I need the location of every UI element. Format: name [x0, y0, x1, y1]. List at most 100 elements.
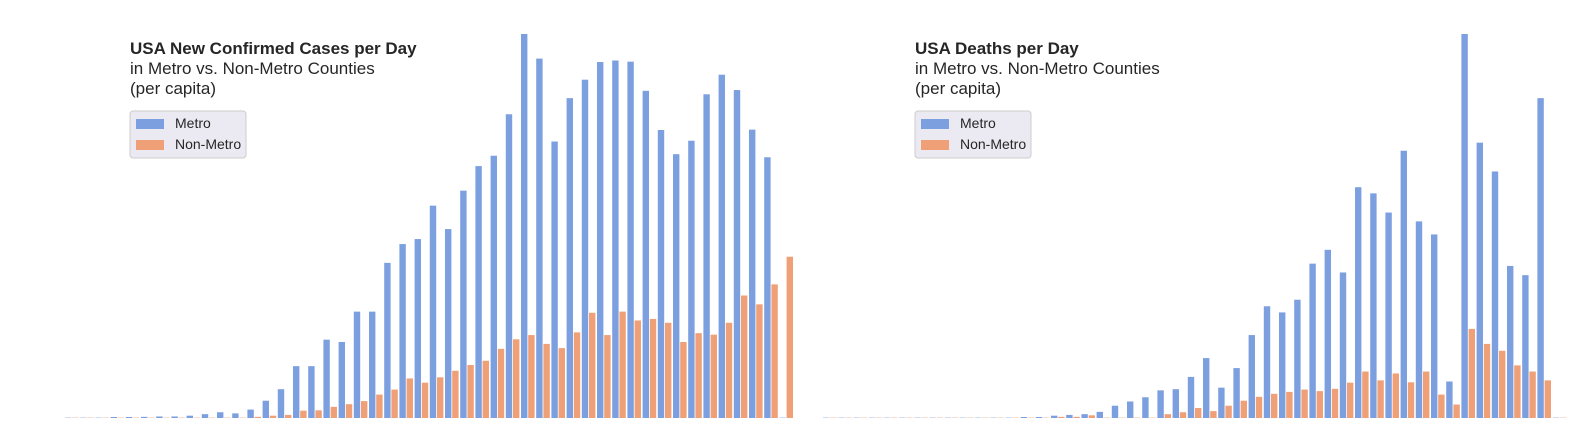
deaths-bar-metro-13 [1020, 417, 1027, 418]
deaths-bar-nonmetro-15 [1058, 416, 1065, 418]
cases-bar-nonmetro-16 [315, 410, 322, 418]
deaths-bar-metro-48 [1552, 417, 1559, 418]
cases-bar-nonmetro-14 [285, 414, 292, 418]
deaths-bar-nonmetro-8 [951, 417, 959, 418]
cases-bar-nonmetro-40 [680, 341, 687, 418]
deaths-bar-nonmetro-29 [1271, 393, 1278, 418]
deaths-bar-nonmetro-10 [982, 417, 989, 418]
cases-bar-nonmetro-41 [695, 333, 702, 418]
deaths-bar-nonmetro-33 [1331, 388, 1339, 418]
deaths-bar-metro-15 [1051, 415, 1058, 418]
deaths-bar-metro-30 [1279, 312, 1286, 418]
cases-bar-metro-3 [110, 417, 117, 418]
deaths-chart-panel: USA Deaths per Day in Metro vs. Non-Metr… [823, 34, 1567, 419]
cases-bar-metro-12 [247, 409, 254, 418]
cases-bar-metro-22 [399, 244, 406, 418]
cases-bar-nonmetro-15 [300, 410, 307, 418]
cases-bar-metro-21 [384, 262, 391, 418]
deaths-bar-nonmetro-18 [1103, 417, 1111, 418]
cases-bar-nonmetro-28 [497, 348, 505, 418]
deaths-bar-nonmetro-37 [1392, 373, 1399, 418]
deaths-bar-nonmetro-31 [1301, 389, 1308, 418]
cases-bar-metro-4 [125, 417, 133, 418]
cases-bar-metro-18 [338, 341, 345, 418]
deaths-legend-swatch-metro [921, 119, 949, 129]
deaths-bar-metro-43 [1476, 142, 1483, 419]
cases-bar-nonmetro-33 [573, 332, 581, 418]
cases-bar-metro-41 [688, 140, 695, 418]
cases-bar-nonmetro-2 [102, 417, 109, 418]
deaths-bars [823, 34, 1567, 419]
cases-legend: Metro Non-Metro [129, 110, 247, 159]
cases-bar-nonmetro-1 [87, 417, 94, 418]
deaths-bar-metro-10 [975, 417, 982, 418]
deaths-bar-metro-44 [1491, 171, 1499, 418]
cases-bar-metro-37 [627, 61, 634, 419]
cases-bar-metro-36 [612, 60, 619, 418]
deaths-bar-nonmetro-47 [1544, 380, 1551, 418]
deaths-bar-nonmetro-16 [1073, 416, 1080, 418]
deaths-bar-metro-29 [1263, 306, 1271, 418]
deaths-legend-label-nonmetro: Non-Metro [960, 136, 1026, 152]
cases-chart-panel: USA New Confirmed Cases per Day in Metro… [65, 34, 793, 419]
deaths-bar-nonmetro-30 [1286, 391, 1293, 418]
cases-bar-metro-27 [475, 166, 482, 418]
deaths-bar-nonmetro-40 [1438, 394, 1445, 418]
cases-bar-metro-45 [749, 129, 756, 418]
cases-bar-metro-29 [505, 114, 513, 418]
deaths-bar-metro-12 [1005, 417, 1012, 418]
cases-bar-metro-9 [201, 414, 209, 418]
cases-bar-metro-6 [156, 416, 163, 418]
cases-bar-nonmetro-25 [452, 370, 459, 418]
cases-bar-metro-20 [369, 311, 376, 418]
deaths-bar-metro-45 [1507, 265, 1514, 418]
cases-bar-metro-28 [490, 155, 497, 419]
cases-bar-metro-16 [308, 366, 315, 418]
deaths-bar-metro-23 [1172, 389, 1179, 418]
deaths-bar-metro-7 [929, 417, 936, 418]
cases-bar-metro-7 [171, 416, 178, 418]
cases-legend-label-metro: Metro [175, 115, 211, 131]
deaths-bar-nonmetro-35 [1362, 371, 1369, 418]
deaths-bar-nonmetro-20 [1134, 417, 1141, 418]
cases-bar-metro-19 [353, 311, 361, 418]
deaths-bar-metro-16 [1066, 414, 1073, 418]
cases-bar-metro-40 [673, 154, 680, 418]
cases-bar-nonmetro-23 [421, 382, 429, 418]
deaths-bar-nonmetro-27 [1240, 400, 1247, 418]
cases-bar-nonmetro-3 [117, 417, 125, 418]
deaths-bar-metro-37 [1385, 212, 1392, 418]
deaths-bar-metro-0 [823, 417, 830, 418]
deaths-bar-metro-2 [853, 417, 860, 418]
deaths-bar-nonmetro-19 [1119, 417, 1126, 418]
deaths-bar-nonmetro-12 [1012, 417, 1019, 418]
deaths-bar-metro-20 [1127, 401, 1134, 418]
deaths-bar-metro-35 [1355, 187, 1362, 418]
deaths-bar-metro-42 [1461, 34, 1468, 418]
deaths-bar-metro-14 [1035, 417, 1043, 418]
deaths-bar-nonmetro-36 [1377, 380, 1384, 418]
deaths-bar-nonmetro-23 [1179, 412, 1187, 418]
deaths-bar-nonmetro-0 [830, 417, 837, 418]
cases-legend-swatch-nonmetro [136, 140, 164, 150]
deaths-bar-metro-34 [1339, 272, 1347, 418]
cases-bar-metro-13 [262, 400, 269, 418]
cases-bar-nonmetro-9 [209, 417, 216, 418]
cases-bar-metro-24 [429, 205, 437, 418]
deaths-bar-nonmetro-46 [1529, 371, 1536, 418]
cases-bar-metro-14 [277, 389, 285, 418]
deaths-bar-nonmetro-4 [891, 417, 898, 418]
deaths-bar-metro-17 [1081, 414, 1088, 418]
cases-bar-nonmetro-7 [178, 417, 185, 418]
cases-bars [65, 34, 793, 419]
deaths-bar-nonmetro-34 [1347, 382, 1354, 418]
deaths-bar-nonmetro-3 [875, 417, 883, 418]
cases-bar-nonmetro-31 [543, 343, 550, 418]
cases-bar-metro-11 [232, 413, 239, 418]
cases-bar-nonmetro-46 [771, 284, 778, 418]
cases-bar-metro-26 [460, 190, 467, 418]
cases-bar-metro-38 [642, 90, 649, 418]
deaths-bar-metro-39 [1415, 221, 1423, 418]
deaths-bar-nonmetro-48 [1559, 417, 1567, 418]
